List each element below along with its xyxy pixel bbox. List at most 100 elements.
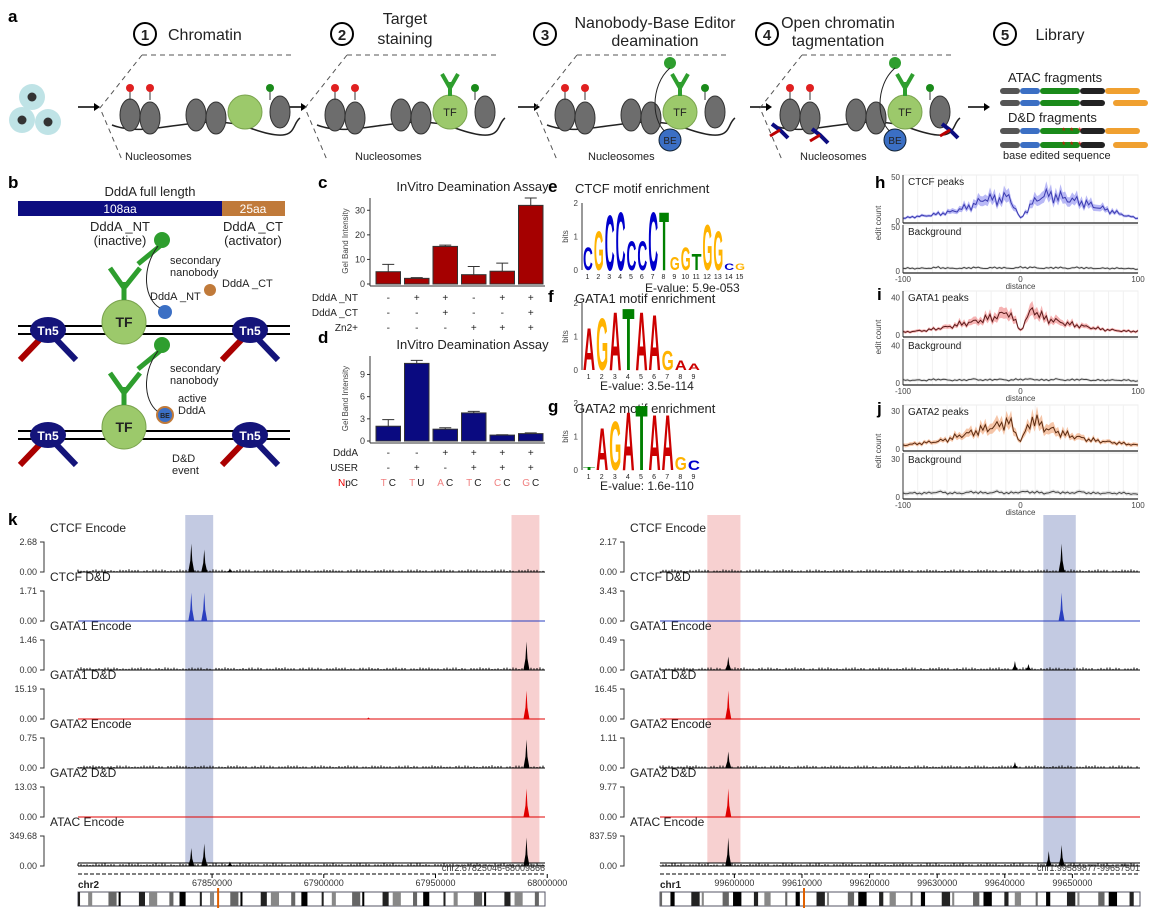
adapter-icon bbox=[769, 128, 781, 138]
highlight-region-ctcf bbox=[185, 515, 214, 863]
logo-letter: T bbox=[659, 194, 669, 288]
x-axis-label: distance bbox=[1006, 394, 1036, 403]
histone-mark-icon bbox=[581, 84, 589, 92]
ideogram-band bbox=[764, 892, 771, 906]
track-zero-value: 0.00 bbox=[599, 567, 617, 577]
bar bbox=[432, 245, 458, 285]
bar bbox=[489, 434, 515, 442]
track-peak bbox=[1058, 845, 1065, 866]
ideogram-band bbox=[941, 892, 951, 906]
track-zero-value: 0.00 bbox=[599, 665, 617, 675]
edit-mark-icon: * bbox=[1062, 140, 1066, 150]
track: GATA2 Encode 0.75 0.00 bbox=[19, 717, 545, 773]
nucleus-icon bbox=[27, 92, 37, 102]
y-tick-label: 2 bbox=[574, 299, 579, 308]
y-tick-label: 0 bbox=[896, 379, 901, 388]
track-peak bbox=[201, 592, 208, 621]
logo-letter: T bbox=[583, 466, 596, 471]
dd-event-label: D&D bbox=[172, 453, 195, 465]
track-peak bbox=[1011, 661, 1018, 670]
logo-letter: G bbox=[703, 211, 713, 284]
bar-chart-d: InVitro Deamination Assay Gel Band Intens… bbox=[330, 337, 549, 489]
fragment-segment bbox=[1113, 142, 1148, 148]
secondary-nanobody-arm bbox=[136, 244, 162, 266]
nucleosome-icon bbox=[620, 98, 642, 132]
ideogram-band bbox=[514, 892, 523, 906]
y-axis-label: edit count bbox=[874, 433, 883, 468]
y-tick-label: 20 bbox=[355, 230, 365, 240]
condition-value: - bbox=[415, 308, 418, 319]
edit-mark-icon: * bbox=[1078, 126, 1082, 136]
condition-value: + bbox=[499, 323, 505, 334]
ideogram-band bbox=[149, 892, 158, 906]
track-signal-noise bbox=[77, 765, 544, 768]
ideogram-band bbox=[785, 892, 788, 906]
x-tick-label: 100 bbox=[1131, 387, 1145, 396]
profile-line bbox=[903, 187, 1139, 220]
ideogram-band bbox=[670, 892, 675, 906]
secondary-nanobody-icon bbox=[154, 232, 170, 248]
logo-letter: A bbox=[688, 362, 701, 372]
ideogram-band bbox=[1129, 892, 1134, 906]
condition-value: + bbox=[414, 293, 420, 304]
ruler-tick-label: 99610000 bbox=[782, 878, 822, 888]
nucleosome-icon bbox=[929, 95, 951, 129]
error-bar bbox=[524, 197, 537, 206]
track-label: CTCF D&D bbox=[50, 570, 111, 584]
y-tick-label: 30 bbox=[891, 407, 900, 416]
chromosome-label: chr1 bbox=[660, 880, 682, 891]
histone-mark-icon bbox=[786, 84, 794, 92]
track: GATA1 Encode 0.49 0.00 bbox=[599, 619, 1140, 675]
fragment-segment bbox=[1080, 128, 1105, 134]
ruler-tick-label: 99640000 bbox=[985, 878, 1025, 888]
track-label: GATA2 Encode bbox=[630, 717, 712, 731]
profile-line bbox=[902, 490, 1139, 495]
track-max-value: 15.19 bbox=[14, 684, 37, 694]
track-max-value: 1.71 bbox=[19, 586, 37, 596]
x-tick-label: 100 bbox=[1131, 501, 1145, 510]
base-editor-icon bbox=[883, 128, 907, 152]
position-label: 11 bbox=[692, 274, 699, 281]
ideogram-band bbox=[362, 892, 365, 906]
nucleosome-icon bbox=[799, 101, 821, 135]
panel-label-j: j bbox=[876, 399, 882, 418]
track-max-value: 3.43 bbox=[599, 586, 617, 596]
logo-letter: G bbox=[675, 453, 687, 474]
track-scale-bar bbox=[40, 541, 45, 573]
ideogram-band bbox=[847, 892, 855, 906]
ideogram-band bbox=[660, 892, 663, 906]
ideogram-band bbox=[826, 892, 830, 906]
tn5-label: Tn5 bbox=[37, 429, 59, 443]
condition-value: + bbox=[442, 448, 448, 459]
track-label: ATAC Encode bbox=[50, 815, 125, 829]
track-peak bbox=[1058, 543, 1065, 572]
tn5-label: Tn5 bbox=[239, 324, 261, 338]
condition-label: DddA _NT bbox=[312, 293, 358, 304]
track-zero-value: 0.00 bbox=[19, 861, 37, 871]
panel-label-h: h bbox=[875, 173, 885, 192]
track-peak bbox=[725, 690, 732, 719]
track-max-value: 0.75 bbox=[19, 733, 37, 743]
nucleosome-icon bbox=[139, 101, 161, 135]
ideogram-band bbox=[88, 892, 93, 906]
step-2-header: 2 Target staining bbox=[330, 11, 433, 48]
ideogram-band bbox=[118, 892, 121, 906]
ideogram-band bbox=[1014, 892, 1022, 906]
y-tick-label: 0 bbox=[574, 466, 579, 475]
track-label: GATA1 Encode bbox=[630, 619, 712, 633]
arrow-head-icon bbox=[984, 103, 990, 111]
ideogram-band bbox=[382, 892, 389, 906]
track-label: GATA2 D&D bbox=[50, 766, 117, 780]
track: CTCF D&D 3.43 0.00 bbox=[599, 570, 1140, 626]
nucleosome-icon bbox=[344, 101, 366, 135]
antibody-icon bbox=[670, 73, 690, 96]
condition-value: + bbox=[528, 308, 534, 319]
nucleus-icon bbox=[17, 115, 27, 125]
tf-label: TF bbox=[443, 107, 457, 119]
step-number: 3 bbox=[541, 27, 549, 44]
track-label: GATA2 D&D bbox=[630, 766, 697, 780]
